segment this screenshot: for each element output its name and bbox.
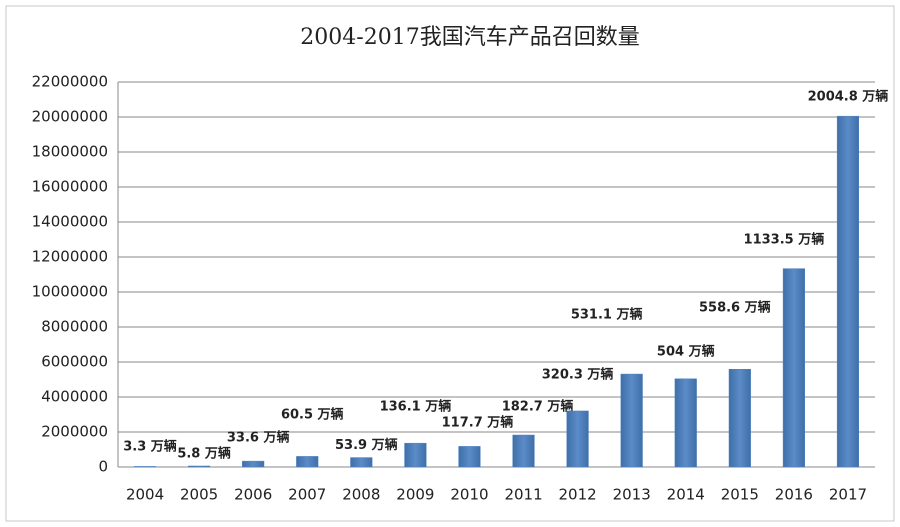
value-label: 182.7 万辆: [502, 399, 574, 415]
value-label: 2004.8 万辆: [808, 89, 889, 105]
value-label: 558.6 万辆: [699, 300, 771, 316]
bar: [350, 457, 373, 468]
bar: [836, 115, 860, 468]
y-tick-label: 20000000: [32, 108, 108, 126]
x-tick-label: 2017: [829, 486, 867, 504]
chart-title: 2004-2017我国汽车产品召回数量: [300, 25, 639, 50]
bar: [566, 410, 589, 468]
x-tick-label: 2008: [342, 486, 380, 504]
x-tick-label: 2006: [234, 486, 272, 504]
x-tick-label: 2013: [613, 486, 651, 504]
bar: [296, 456, 319, 468]
value-label: 136.1 万辆: [380, 399, 452, 415]
bar: [188, 465, 211, 468]
bar: [620, 373, 643, 468]
value-label: 3.3 万辆: [123, 439, 177, 455]
y-tick-label: 2000000: [41, 423, 108, 441]
value-label: 53.9 万辆: [335, 437, 398, 453]
bar: [242, 460, 265, 468]
y-tick-label: 22000000: [32, 73, 108, 91]
y-tick-label: 18000000: [32, 143, 108, 161]
x-tick-label: 2010: [450, 486, 488, 504]
x-tick-label: 2015: [721, 486, 759, 504]
x-tick-label: 2016: [775, 486, 813, 504]
x-tick-label: 2007: [288, 486, 326, 504]
y-tick-label: 12000000: [32, 248, 108, 266]
value-label: 1133.5 万辆: [744, 232, 825, 248]
bar: [728, 368, 751, 468]
bar: [782, 268, 805, 468]
y-tick-label: 14000000: [32, 213, 108, 231]
y-tick-label: 4000000: [41, 388, 108, 406]
x-tick-label: 2004: [126, 486, 164, 504]
x-tick-label: 2005: [180, 486, 218, 504]
y-tick-label: 6000000: [41, 353, 108, 371]
value-label: 33.6 万辆: [227, 430, 290, 446]
bar: [404, 442, 427, 468]
y-tick-label: 8000000: [41, 318, 108, 336]
x-tick-label: 2014: [667, 486, 705, 504]
bar: [512, 434, 535, 468]
value-label: 504 万辆: [657, 344, 715, 360]
x-tick-label: 2011: [504, 486, 542, 504]
x-tick-label: 2012: [559, 486, 597, 504]
y-tick-label: 0: [98, 458, 108, 476]
value-label: 320.3 万辆: [542, 367, 614, 383]
bar: [674, 378, 697, 468]
bar: [458, 446, 481, 468]
value-label: 117.7 万辆: [442, 415, 514, 431]
y-tick-label: 16000000: [32, 178, 108, 196]
bar: [133, 466, 157, 468]
value-label: 60.5 万辆: [281, 407, 344, 423]
value-label: 531.1 万辆: [571, 307, 643, 323]
y-tick-label: 10000000: [32, 283, 108, 301]
x-tick-label: 2009: [396, 486, 434, 504]
value-label: 5.8 万辆: [177, 445, 231, 461]
